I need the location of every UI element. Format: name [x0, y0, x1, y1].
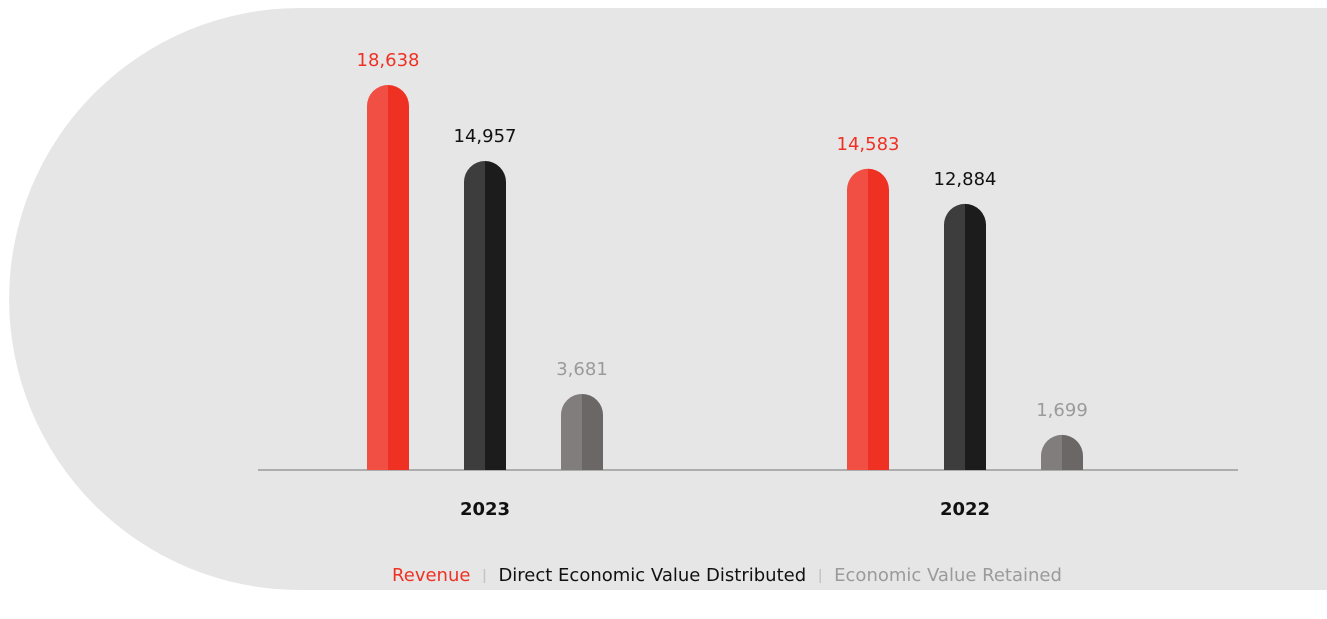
value-label: 1,699	[1036, 400, 1088, 421]
value-label: 14,957	[454, 126, 517, 147]
legend-entry: Economic Value Retained	[834, 565, 1062, 586]
bar	[847, 168, 889, 471]
bar	[561, 393, 603, 470]
category-label: 2023	[460, 499, 510, 520]
value-label: 14,583	[837, 134, 900, 155]
bar	[944, 203, 986, 470]
bar-highlight	[1041, 434, 1062, 470]
bar-highlight	[367, 85, 388, 470]
value-label: 18,638	[357, 50, 420, 71]
bar	[1041, 434, 1083, 470]
background-panel	[9, 8, 1327, 590]
bar	[464, 161, 506, 470]
bar-highlight	[847, 168, 868, 471]
legend: Revenue Direct Economic Value Distributed…	[392, 565, 1062, 586]
legend-entry: Revenue	[392, 565, 470, 586]
bar-highlight	[464, 161, 485, 470]
bar	[367, 85, 409, 470]
legend-entry: Direct Economic Value Distributed	[498, 565, 806, 586]
value-label: 12,884	[934, 169, 997, 190]
value-label: 3,681	[556, 359, 608, 380]
category-label: 2022	[940, 499, 990, 520]
bar-highlight	[561, 393, 582, 470]
bar-highlight	[944, 203, 965, 471]
